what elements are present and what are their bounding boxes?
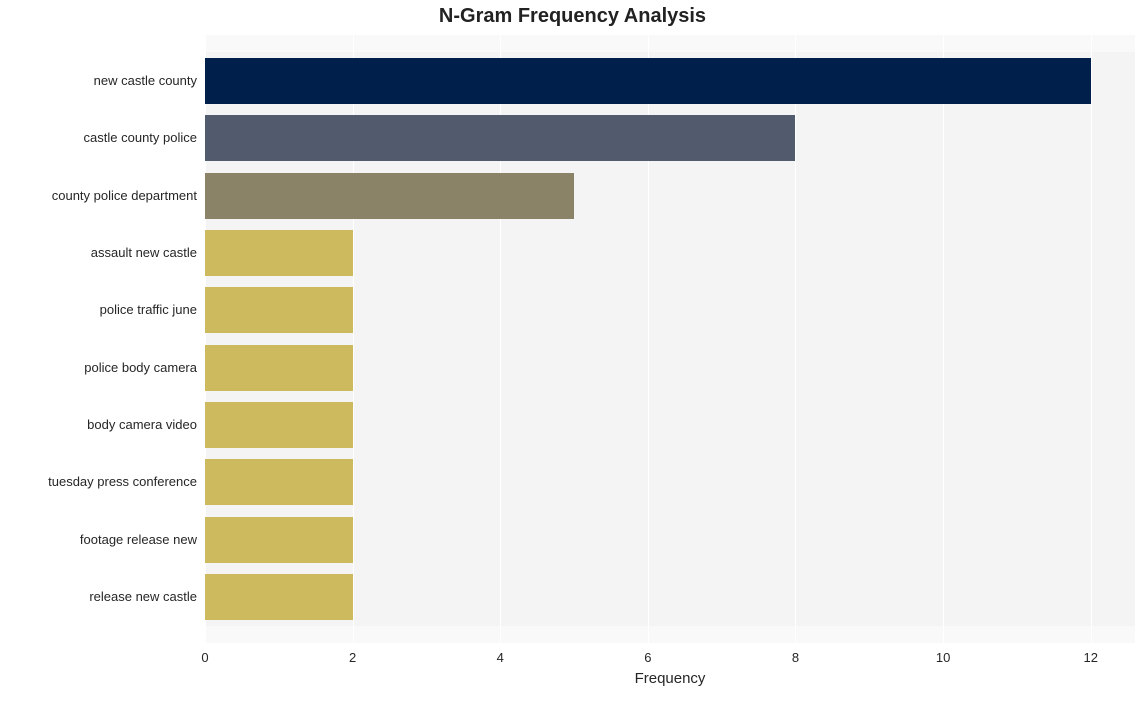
y-tick-label: police traffic june (0, 303, 197, 317)
y-tick-label: release new castle (0, 590, 197, 604)
bar (205, 402, 353, 448)
y-tick-label: police body camera (0, 361, 197, 375)
y-tick-label: county police department (0, 189, 197, 203)
bar (205, 574, 353, 620)
y-tick-label: tuesday press conference (0, 475, 197, 489)
y-tick-label: castle county police (0, 131, 197, 145)
bar (205, 230, 353, 276)
gridline (1091, 35, 1092, 643)
y-tick-label: new castle county (0, 74, 197, 88)
bar (205, 115, 795, 161)
x-axis-label: Frequency (205, 670, 1135, 687)
x-tick-label: 6 (644, 650, 651, 665)
x-tick-label: 0 (201, 650, 208, 665)
chart-title: N-Gram Frequency Analysis (0, 5, 1145, 28)
bar (205, 287, 353, 333)
bar (205, 58, 1091, 104)
x-tick-label: 2 (349, 650, 356, 665)
gridline (795, 35, 796, 643)
y-tick-label: body camera video (0, 418, 197, 432)
bar (205, 459, 353, 505)
gridline (943, 35, 944, 643)
x-tick-label: 10 (936, 650, 950, 665)
chart-container: N-Gram Frequency Analysis Frequency new … (0, 0, 1145, 701)
bar (205, 173, 574, 219)
x-tick-label: 4 (497, 650, 504, 665)
x-tick-label: 8 (792, 650, 799, 665)
plot-area (205, 35, 1135, 643)
y-tick-label: footage release new (0, 533, 197, 547)
bar (205, 345, 353, 391)
x-tick-label: 12 (1083, 650, 1097, 665)
y-tick-label: assault new castle (0, 246, 197, 260)
bar (205, 517, 353, 563)
